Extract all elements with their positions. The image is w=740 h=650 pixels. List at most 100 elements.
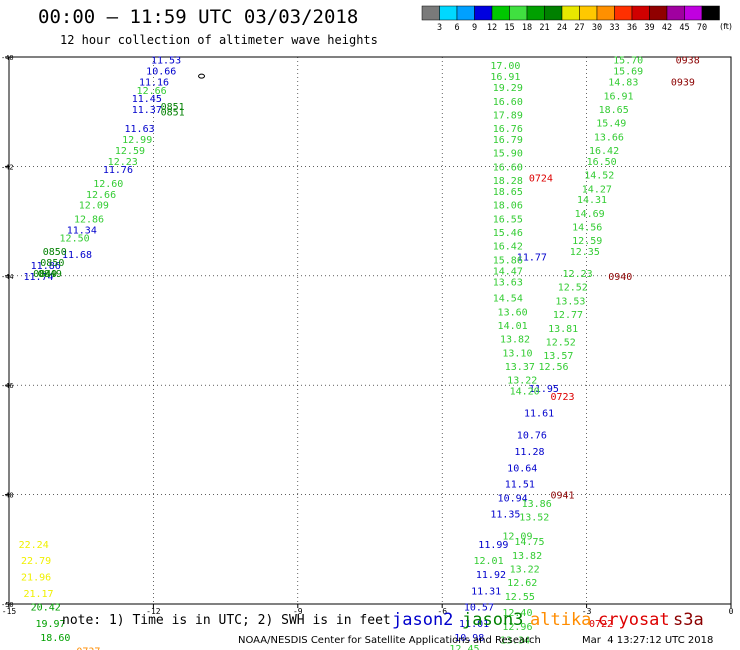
data-point-label: 12.66 [137, 86, 167, 97]
data-point-label: 18.06 [493, 201, 523, 212]
x-tick-label: -3 [582, 607, 592, 616]
data-point-label: 21.17 [23, 589, 53, 600]
color-scale-swatch [474, 5, 493, 21]
data-point-label: 0849 [33, 269, 57, 280]
data-point-label: 12.66 [86, 190, 116, 201]
color-scale-label: 42 [662, 23, 672, 33]
data-point-label: 0850 [43, 247, 67, 258]
data-point-label: 12.40 [502, 608, 532, 619]
data-point-label: 0941 [551, 491, 575, 502]
data-point-label: 12.60 [93, 179, 123, 190]
data-point-label: 16.60 [493, 97, 523, 108]
data-point-label: 11.92 [476, 570, 506, 581]
data-point-label: 12.23 [108, 157, 138, 168]
data-point-label: 12.55 [505, 592, 535, 603]
data-point-label: 12.50 [60, 234, 90, 245]
data-point-label: 13.63 [493, 277, 523, 288]
data-point-label: 13.57 [543, 351, 573, 362]
data-point-label: 22.24 [19, 540, 49, 551]
data-point-label: 16.91 [603, 91, 633, 102]
data-point-label: 16.91 [490, 72, 520, 83]
data-point-label: 19.29 [493, 83, 523, 94]
data-point-label: 12.56 [538, 362, 568, 373]
color-scale-swatch [579, 5, 598, 21]
data-point-label: 11.68 [62, 250, 92, 261]
color-scale-swatch [439, 5, 458, 21]
data-point-label: 12.09 [79, 201, 109, 212]
data-point-label: 13.53 [555, 296, 585, 307]
data-point-label: 18.65 [599, 105, 629, 116]
color-scale-swatch [701, 5, 720, 21]
color-scale-swatch [561, 5, 580, 21]
data-point-label: 13.66 [594, 132, 624, 143]
generated-timestamp: Mar 4 13:27:12 UTC 2018 [582, 635, 714, 646]
data-point-label: 16.42 [589, 146, 619, 157]
data-point-label: 16.55 [493, 214, 523, 225]
data-point-label: 16.60 [493, 162, 523, 173]
chart-title: 00:00 – 11:59 UTC 03/03/2018 [38, 6, 359, 28]
mission-label-altika: altika [530, 610, 592, 630]
data-point-label: 13.22 [510, 564, 540, 575]
data-point-label: 20.42 [31, 603, 61, 614]
color-scale-swatch [491, 5, 510, 21]
data-point-label: 13.10 [502, 348, 532, 359]
data-point-label: 12.01 [473, 556, 503, 567]
color-scale-label: 70 [697, 23, 707, 33]
data-point-label: 11.01 [459, 619, 489, 630]
color-scale-label: 6 [454, 23, 459, 33]
color-scale-label: 3 [437, 23, 442, 33]
data-point-label: 0849 [38, 269, 62, 280]
data-point-label: 10.98 [454, 633, 484, 644]
data-point-label: 16.76 [493, 124, 523, 135]
y-tick-label: -40 [1, 54, 14, 62]
data-point-label: 11.35 [490, 510, 520, 521]
data-point-label: 0938 [676, 56, 700, 67]
data-point-label: 11.61 [524, 409, 554, 420]
data-point-label: 12.96 [502, 622, 532, 633]
y-tick-label: -48 [1, 492, 14, 500]
data-point-label: 11.31 [471, 586, 501, 597]
color-scale-unit: (ft) [720, 22, 733, 31]
data-point-label: 16.79 [493, 135, 523, 146]
track-marker [198, 73, 206, 79]
color-scale-swatch [421, 5, 440, 21]
data-point-label: 14.56 [572, 223, 602, 234]
data-point-label: 11.77 [517, 253, 547, 264]
data-point-label: 12.35 [570, 247, 600, 258]
color-scale-label: 18 [522, 23, 532, 33]
color-scale-label: 21 [539, 23, 549, 33]
data-point-label: 14.47 [493, 266, 523, 277]
color-scale-swatch [544, 5, 563, 21]
color-scale-label: 45 [679, 23, 689, 33]
data-point-label: 15.70 [613, 56, 643, 67]
data-point-label: 16.50 [587, 157, 617, 168]
color-scale-label: 9 [472, 23, 477, 33]
data-point-label: 14.83 [608, 78, 638, 89]
color-scale-swatch [614, 5, 633, 21]
data-point-label: 17.00 [490, 61, 520, 72]
data-point-label: 12.86 [74, 214, 104, 225]
color-scale-label: 15 [504, 23, 514, 33]
y-tick-label: -50 [1, 601, 14, 609]
data-point-label: 22.79 [21, 556, 51, 567]
data-point-label: 12.45 [449, 644, 479, 650]
y-tick-label: -42 [1, 163, 14, 171]
data-point-label: 15.49 [596, 119, 626, 130]
data-point-label: 14.31 [577, 195, 607, 206]
footnote: note: 1) Time is in UTC; 2) SWH is in fe… [62, 613, 391, 628]
data-point-label: 15.90 [493, 149, 523, 160]
data-point-label: 14.01 [498, 321, 528, 332]
data-point-label: 11.28 [514, 447, 544, 458]
color-scale-label: 24 [557, 23, 567, 33]
chart-subtitle: 12 hour collection of altimeter wave hei… [60, 33, 378, 47]
data-point-label: 16.42 [493, 242, 523, 253]
data-point-label: 13.82 [512, 551, 542, 562]
data-point-label: 11.63 [125, 124, 155, 135]
data-point-label: 11.45 [132, 94, 162, 105]
color-scale-swatch [456, 5, 475, 21]
y-tick-label: -44 [1, 273, 14, 281]
data-point-label: 13.37 [505, 362, 535, 373]
data-point-label: 15.69 [613, 67, 643, 78]
data-point-label: 12.59 [115, 146, 145, 157]
data-point-label: 13.34 [500, 636, 530, 647]
